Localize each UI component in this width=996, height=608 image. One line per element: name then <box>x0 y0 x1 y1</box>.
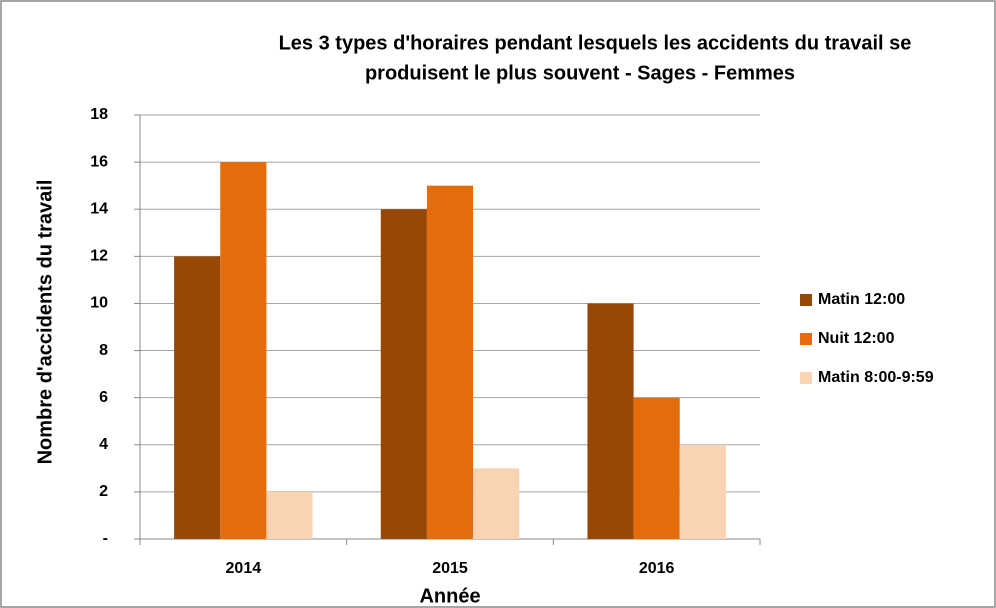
bar <box>679 444 726 539</box>
bar <box>380 209 427 539</box>
bar <box>426 185 474 539</box>
y-tick-label: 16 <box>90 153 108 170</box>
x-tick-label: 2014 <box>226 560 262 577</box>
x-tick-label: 2016 <box>639 560 675 577</box>
bar <box>174 256 221 539</box>
y-tick-label: 12 <box>90 248 108 265</box>
y-tick-label: 10 <box>90 295 108 312</box>
bar <box>473 468 520 539</box>
bar <box>587 303 634 539</box>
y-tick-label: 2 <box>99 483 108 500</box>
y-tick-label: 18 <box>90 106 108 123</box>
legend-label: Matin 12:00 <box>818 291 905 308</box>
legend-swatch <box>800 372 812 384</box>
bar <box>220 162 267 539</box>
legend-label: Matin 8:00-9:59 <box>818 369 934 386</box>
bar <box>633 397 680 539</box>
legend-label: Nuit 12:00 <box>818 330 895 347</box>
y-tick-label: 6 <box>99 389 108 406</box>
x-tick-label: 2015 <box>432 560 468 577</box>
chart-title: Les 3 types d'horaires pendant lesquels … <box>279 32 912 54</box>
y-axis-title: Nombre d'accidents du travail <box>34 180 56 465</box>
bar <box>266 491 313 539</box>
chart-title: produisent le plus souvent - Sages - Fem… <box>365 62 795 84</box>
y-tick-label: 4 <box>99 436 108 453</box>
y-tick-label: 8 <box>99 342 108 359</box>
y-tick-label: 14 <box>90 200 108 217</box>
legend-swatch <box>800 294 812 306</box>
y-tick-label: - <box>103 530 108 547</box>
x-axis-title: Année <box>419 585 480 607</box>
legend-swatch <box>800 333 812 345</box>
